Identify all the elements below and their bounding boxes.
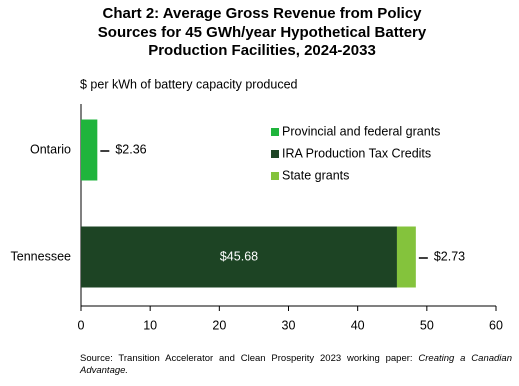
x-tick-label: 0 <box>78 318 85 332</box>
y-tick-label: Tennessee <box>11 249 72 263</box>
source-note: Source: Transition Accelerator and Clean… <box>80 353 512 377</box>
source-title: Creating a Canadian Advantage. <box>80 353 512 376</box>
data-label: $2.36 <box>115 142 146 156</box>
data-label: $2.73 <box>434 249 465 263</box>
subtitle: $ per kWh of battery capacity produced <box>80 77 298 91</box>
x-tick-label: 40 <box>351 318 365 332</box>
x-tick-label: 30 <box>282 318 296 332</box>
legend-swatch <box>271 128 279 136</box>
chart-title: Chart 2: Average Gross Revenue from Poli… <box>103 5 423 22</box>
x-tick-label: 10 <box>143 318 157 332</box>
data-label: $45.68 <box>220 249 258 263</box>
bar-segment <box>81 119 98 181</box>
y-tick-label: Ontario <box>30 142 71 156</box>
legend-label: IRA Production Tax Credits <box>282 146 431 160</box>
source-text: Source: Transition Accelerator and Clean… <box>80 353 419 364</box>
bar-segment <box>396 226 416 288</box>
legend-swatch <box>271 172 279 180</box>
legend-label: Provincial and federal grants <box>282 124 440 138</box>
x-tick-label: 50 <box>420 318 434 332</box>
chart-title: Production Facilities, 2024-2033 <box>148 42 376 59</box>
x-tick-label: 20 <box>212 318 226 332</box>
chart-title: Sources for 45 GWh/year Hypothetical Bat… <box>98 24 427 41</box>
legend-label: State grants <box>282 168 349 182</box>
legend-swatch <box>271 150 279 158</box>
x-tick-label: 60 <box>489 318 503 332</box>
bar-segment <box>81 226 397 288</box>
